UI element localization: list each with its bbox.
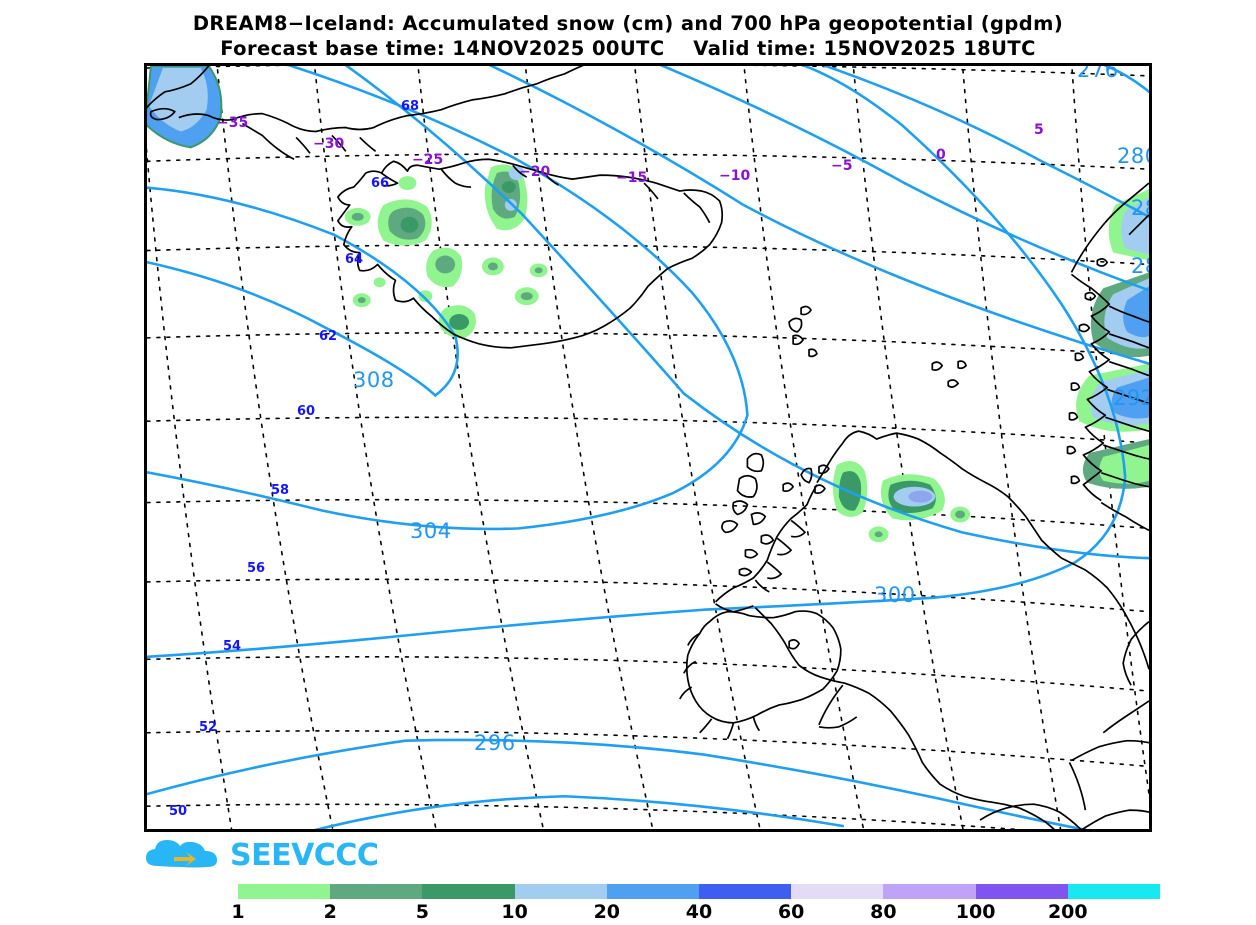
colorbar-tick-200: 200 xyxy=(1047,901,1088,923)
snow-shading-greenland xyxy=(147,66,223,149)
colorbar-tick-80: 80 xyxy=(870,901,897,923)
colorbar-gradient xyxy=(238,884,1161,899)
colorbar-tick-100: 100 xyxy=(955,901,996,923)
colorbar-tick-2: 2 xyxy=(323,901,337,923)
colorbar-band-5 xyxy=(422,884,515,899)
geopotential-contours xyxy=(147,66,1149,829)
logo-text: SEEVCCC xyxy=(230,838,379,873)
colorbar-band-60 xyxy=(791,884,884,899)
colorbar-band-1 xyxy=(238,884,331,899)
colorbar-tick-60: 60 xyxy=(777,901,805,923)
page-title: DREAM8−Iceland: Accumulated snow (cm) an… xyxy=(192,12,1064,35)
forecast-time-subtitle: Forecast base time: 14NOV2025 00UTC Vali… xyxy=(220,37,1036,60)
map-panel[interactable]: 68 66 64 62 60 58 56 54 52 50 −35 −30 −2… xyxy=(144,63,1152,832)
colorbar-tick-20: 20 xyxy=(593,901,621,923)
cloud-icon xyxy=(146,840,218,868)
arrow-icon xyxy=(174,852,196,866)
colorbar-band-100 xyxy=(975,884,1068,899)
snow-shading-scotland xyxy=(832,461,971,543)
colorbar-band-2 xyxy=(330,884,423,899)
colorbar-band-40 xyxy=(699,884,792,899)
snow-shading-iceland xyxy=(344,164,548,339)
colorbar-tick-labels: 1 2 5 10 20 40 60 80 100 200 xyxy=(231,901,1160,923)
colorbar-tick-10: 10 xyxy=(501,901,528,923)
snow-shading-norway xyxy=(1076,189,1149,489)
colorbar-band-10 xyxy=(514,884,607,899)
colorbar-tick-5: 5 xyxy=(415,901,430,923)
seevccc-logo[interactable]: SEEVCCC xyxy=(144,836,379,878)
colorbar-tick-40: 40 xyxy=(685,901,713,923)
map-canvas xyxy=(147,66,1149,829)
colorbar-band-80 xyxy=(883,884,976,899)
colorbar-band-20 xyxy=(606,884,700,899)
colorbar-band-200 xyxy=(1067,884,1161,899)
chart-title-block: DREAM8−Iceland: Accumulated snow (cm) an… xyxy=(0,11,1256,61)
snow-colorbar-legend[interactable]: 1 2 5 10 20 40 60 80 100 200 xyxy=(231,884,1161,923)
coastlines xyxy=(147,66,1149,829)
colorbar-tick-1: 1 xyxy=(231,901,245,923)
